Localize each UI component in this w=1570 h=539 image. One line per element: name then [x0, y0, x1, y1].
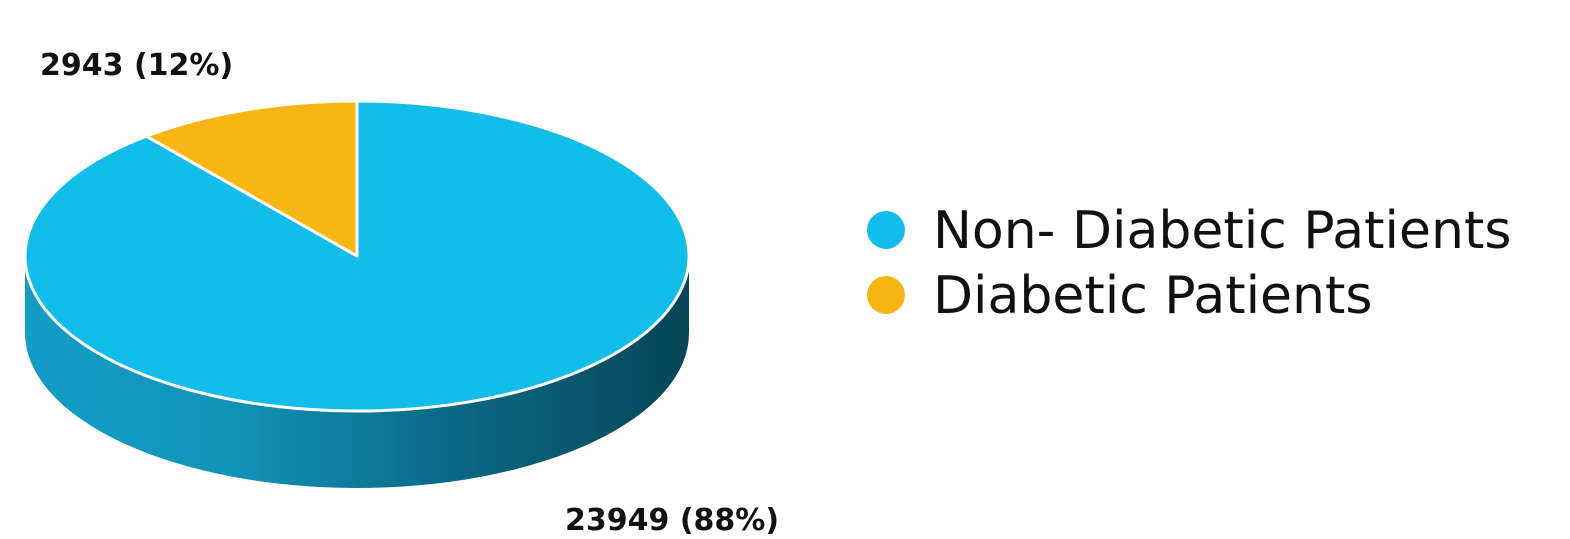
- slice-label-diabetic: 2943 (12%): [40, 48, 233, 83]
- legend-label: Non- Diabetic Patients: [933, 201, 1511, 261]
- legend-label: Diabetic Patients: [933, 266, 1372, 326]
- pie-side-wall: [25, 256, 689, 488]
- pie-side-surface: [25, 256, 689, 488]
- pie-slices: [23, 99, 691, 413]
- legend-swatch: [867, 211, 905, 249]
- legend-swatch: [867, 276, 905, 314]
- slice-label-non-diabetic: 23949 (88%): [565, 503, 779, 538]
- pie-slice-diabetic: [144, 99, 359, 258]
- legend: Non- Diabetic Patients Diabetic Patients: [867, 201, 1511, 326]
- legend-item-diabetic: Diabetic Patients: [867, 266, 1372, 326]
- legend-item-non-diabetic: Non- Diabetic Patients: [867, 201, 1511, 261]
